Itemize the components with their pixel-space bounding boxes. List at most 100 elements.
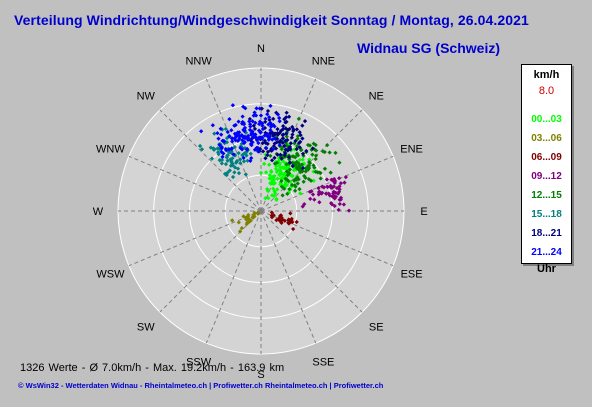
data-point (199, 129, 204, 134)
direction-label-n: N (257, 43, 265, 55)
direction-label-ne: NE (369, 91, 384, 103)
data-point (236, 220, 241, 225)
data-point (240, 119, 245, 125)
spoke-ssw (205, 210, 262, 344)
data-point (282, 116, 287, 122)
data-point (282, 186, 287, 191)
series-03...06 (230, 210, 261, 234)
data-point (265, 149, 271, 155)
chart-title: Verteilung Windrichtung/Windgeschwindigk… (14, 12, 529, 28)
data-point (333, 150, 338, 156)
data-point (312, 197, 317, 202)
data-point (215, 146, 220, 151)
spoke-se (260, 210, 363, 313)
data-point (310, 192, 316, 197)
data-point (263, 196, 268, 201)
legend-range-3: 09...12 (531, 171, 562, 182)
spoke-sw (159, 210, 262, 313)
data-point (287, 146, 292, 151)
data-point (317, 200, 322, 205)
data-point (263, 145, 269, 150)
data-point (271, 116, 276, 122)
data-point (324, 191, 329, 196)
data-point (291, 127, 296, 132)
data-point (290, 154, 295, 159)
data-point (298, 170, 303, 175)
direction-label-nne: NNE (312, 55, 335, 67)
data-point (282, 218, 287, 223)
spoke-wnw (128, 155, 262, 212)
data-point (337, 197, 342, 202)
legend-range-0: 00...03 (531, 114, 562, 125)
direction-label-wsw: WSW (96, 268, 125, 280)
data-point (337, 176, 342, 181)
station-subtitle: Widnau SG (Schweiz) (357, 40, 500, 56)
data-point (296, 140, 302, 146)
direction-label-wnw: WNW (96, 144, 125, 156)
data-point (332, 180, 337, 185)
data-point (267, 176, 273, 181)
data-point (238, 229, 243, 234)
data-point (296, 177, 301, 182)
spoke-wsw (128, 210, 262, 267)
data-point (270, 130, 275, 135)
data-point (316, 186, 321, 191)
data-point (251, 131, 256, 137)
data-point (290, 163, 295, 169)
data-point (248, 158, 253, 164)
data-point (302, 173, 307, 179)
legend-hour-label: Uhr (537, 263, 556, 275)
data-point (280, 193, 285, 198)
data-point (217, 157, 223, 163)
direction-label-nw: NW (137, 91, 156, 103)
data-point (239, 225, 244, 231)
data-point (257, 106, 262, 111)
spoke-sse (260, 210, 317, 344)
data-point (330, 194, 335, 199)
data-point (283, 176, 288, 181)
data-point (335, 191, 341, 196)
data-point (337, 187, 342, 192)
legend-range-5: 15...18 (531, 209, 562, 220)
spoke-nw (159, 109, 262, 212)
data-point (289, 182, 295, 188)
data-point (253, 113, 259, 118)
data-point (232, 170, 237, 175)
data-point (255, 211, 261, 216)
data-point (229, 146, 234, 152)
data-point (219, 146, 224, 151)
legend-range-6: 18...21 (531, 228, 562, 239)
data-point (262, 161, 267, 167)
data-point (263, 156, 268, 161)
data-point (279, 184, 285, 189)
data-point (245, 158, 250, 163)
data-point (269, 158, 275, 163)
data-point (225, 153, 230, 158)
data-point (324, 177, 329, 182)
data-point (230, 156, 235, 161)
data-point (292, 161, 297, 166)
data-point (286, 114, 292, 119)
data-point (272, 141, 277, 146)
data-point (287, 160, 293, 165)
data-point (246, 212, 251, 218)
data-point (298, 191, 303, 196)
series-06...09 (269, 210, 299, 232)
data-point (244, 146, 250, 151)
data-point (322, 166, 328, 171)
data-point (215, 131, 220, 136)
data-point (332, 203, 337, 209)
data-point (220, 138, 225, 143)
direction-label-ene: ENE (400, 144, 423, 156)
data-point (321, 185, 327, 190)
data-point (219, 161, 224, 166)
direction-label-e: E (420, 206, 427, 218)
data-point (241, 159, 247, 164)
direction-labels: N NNE NE ENE E ESE SE SSE S SSW SW WSW W WNW NW NNW (93, 43, 428, 381)
data-point (240, 114, 245, 119)
data-point (227, 134, 232, 139)
data-point (245, 137, 251, 142)
data-point (230, 139, 235, 144)
data-point (305, 142, 311, 148)
data-point (279, 215, 284, 220)
